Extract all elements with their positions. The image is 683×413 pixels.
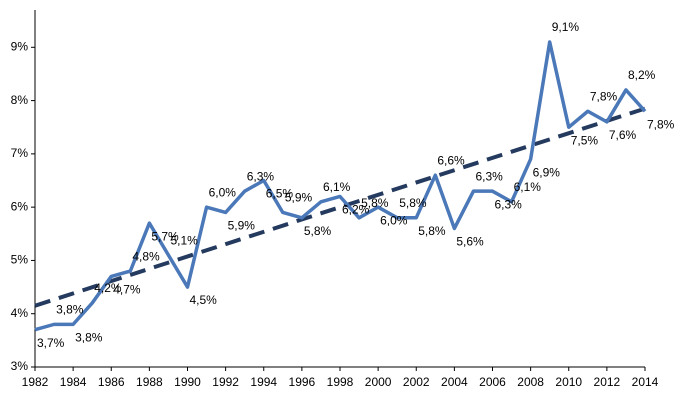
x-tick-label: 2002: [403, 375, 430, 389]
data-label: 7,8%: [647, 117, 675, 131]
data-label: 6,6%: [437, 153, 465, 167]
data-label: 6,1%: [323, 180, 351, 194]
data-label: 5,9%: [285, 191, 313, 205]
trend-line: [34, 106, 646, 308]
data-label: 6,0%: [209, 185, 237, 199]
x-tick-label: 1998: [327, 375, 354, 389]
x-tick-label: 2014: [632, 375, 659, 389]
x-tick-label: 1990: [174, 375, 201, 389]
data-label: 5,1%: [170, 233, 198, 247]
data-label: 8,2%: [628, 68, 656, 82]
data-label: 5,8%: [418, 224, 446, 238]
x-tick-label: 1984: [60, 375, 87, 389]
data-label: 3,7%: [37, 336, 65, 350]
x-tick-label: 1994: [250, 375, 277, 389]
x-tick-label: 1992: [212, 375, 239, 389]
data-label: 4,2%: [94, 281, 122, 295]
data-label: 5,6%: [456, 235, 484, 249]
x-tick-label: 2004: [441, 375, 468, 389]
y-tick-label: 7%: [11, 146, 29, 160]
x-tick-label: 1982: [22, 375, 49, 389]
data-label: 4,7%: [113, 283, 141, 297]
x-tick-label: 1988: [136, 375, 163, 389]
data-label: 5,8%: [361, 196, 389, 210]
y-tick-label: 8%: [11, 93, 29, 107]
x-tick-label: 2000: [365, 375, 392, 389]
data-label: 3,8%: [56, 303, 84, 317]
data-label: 6,5%: [266, 187, 294, 201]
data-label: 7,8%: [590, 89, 618, 103]
x-tick-label: 1986: [98, 375, 125, 389]
data-label: 6,1%: [514, 180, 542, 194]
y-tick-label: 9%: [11, 39, 29, 53]
data-label: 3,8%: [75, 331, 103, 345]
data-label: 6,9%: [533, 165, 561, 179]
data-label: 5,7%: [151, 229, 179, 243]
data-label: 4,8%: [132, 249, 160, 263]
data-label: 7,5%: [571, 133, 599, 147]
x-tick-label: 1996: [289, 375, 316, 389]
x-tick-label: 2010: [555, 375, 582, 389]
data-line: [34, 40, 647, 332]
data-label: 6,2%: [342, 203, 370, 217]
data-label: 5,8%: [399, 196, 427, 210]
data-label: 5,9%: [228, 219, 256, 233]
data-label: 7,6%: [609, 128, 637, 142]
data-label: 6,3%: [475, 169, 503, 183]
x-tick-label: 2008: [517, 375, 544, 389]
data-label: 4,5%: [190, 293, 218, 307]
data-label: 5,8%: [304, 224, 332, 238]
data-label: 6,0%: [380, 213, 408, 227]
y-tick-label: 3%: [11, 359, 29, 373]
data-label: 6,3%: [247, 169, 275, 183]
x-tick-label: 2006: [479, 375, 506, 389]
y-tick-label: 5%: [11, 253, 29, 267]
data-label: 9,1%: [552, 20, 580, 34]
y-tick-label: 6%: [11, 199, 29, 213]
y-tick-label: 4%: [11, 306, 29, 320]
x-tick-label: 2012: [594, 375, 621, 389]
data-label: 6,3%: [495, 197, 523, 211]
